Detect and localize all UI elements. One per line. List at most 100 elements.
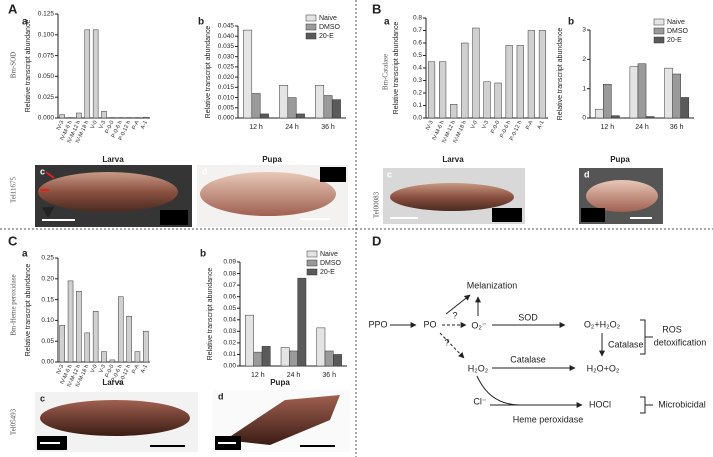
panel-label: D — [372, 233, 381, 248]
bar — [279, 85, 289, 119]
bar — [259, 113, 269, 119]
bar — [295, 113, 305, 119]
x-tick-label: 24 h — [285, 124, 299, 131]
y-axis-label: Relative transcript abundance — [557, 28, 564, 121]
bar — [323, 95, 333, 119]
node: H₂O+O₂ — [587, 363, 620, 373]
bar — [472, 27, 480, 119]
node: H₂O₂ — [468, 363, 489, 373]
photo-label: c — [387, 169, 392, 179]
y-tick-label: 0.000 — [38, 115, 55, 122]
panel-label: A — [8, 1, 18, 16]
bar — [287, 97, 297, 119]
node: ? — [444, 337, 449, 347]
bar — [134, 351, 141, 363]
y-tick-label: 0.05 — [41, 338, 54, 345]
line-id: Tel00083 — [373, 191, 381, 218]
y-tick-label: 0.05 — [223, 305, 236, 312]
node: O₂⁻ — [471, 320, 486, 330]
bar — [143, 116, 149, 119]
x-tick-label: P-A — [525, 120, 534, 131]
bar — [126, 315, 132, 363]
photo — [35, 165, 192, 227]
bar — [251, 93, 261, 119]
photo — [35, 392, 198, 452]
x-tick-label: A-1 — [140, 120, 149, 130]
bar — [92, 310, 99, 363]
y-axis-label: Relative transcript abundance — [25, 20, 32, 113]
legend-swatch — [306, 250, 318, 258]
y-tick-label: 0.030 — [218, 53, 235, 60]
bar — [324, 350, 334, 367]
bar — [494, 82, 502, 119]
photo — [579, 168, 663, 224]
x-tick-label: IV-3 — [56, 364, 66, 375]
y-tick-label: 0.2 — [413, 90, 422, 97]
y-tick-label: 0.06 — [223, 293, 236, 300]
sub-label: b — [200, 249, 206, 260]
x-tick-label: V-3 — [98, 364, 107, 374]
function: detoxification — [654, 337, 707, 347]
legend-label: Naive — [319, 15, 337, 22]
photo-label: d — [584, 169, 590, 179]
diagram-arrows — [390, 294, 653, 414]
y-tick-label: 0.020 — [218, 74, 235, 81]
line-id: Tel11675 — [10, 176, 18, 203]
legend-label: 20-E — [320, 269, 335, 276]
legend-label: 20-E — [667, 37, 682, 44]
bar — [261, 346, 271, 367]
y-tick-label: 0.100 — [38, 32, 55, 39]
x-tick-label: V-3 — [98, 120, 107, 130]
y-tick-label: 0.045 — [218, 23, 235, 30]
y-tick-label: 0.20 — [41, 276, 54, 283]
sub-label: a — [22, 17, 28, 28]
photo-label: d — [202, 166, 208, 176]
bar — [611, 115, 620, 119]
panel-label: C — [8, 233, 18, 248]
y-tick-label: 0.10 — [41, 317, 54, 324]
line-id: Tel05493 — [10, 408, 18, 435]
y-tick-label: 0.15 — [41, 296, 54, 303]
y-tick-label: 0.02 — [223, 340, 236, 347]
bar — [76, 112, 82, 119]
bar — [101, 351, 107, 363]
x-tick-label: A-1 — [537, 120, 546, 130]
bar — [84, 29, 91, 119]
bar — [450, 104, 458, 119]
x-tick-label: 12 h — [251, 372, 265, 379]
legend-label: DMSO — [320, 260, 342, 267]
y-axis-label: Relative transcript abundance — [207, 268, 214, 361]
photo-caption: Larva — [102, 155, 124, 164]
bar — [594, 108, 604, 119]
photo — [213, 390, 350, 452]
x-tick-label: P-0-0 — [490, 120, 501, 135]
y-tick-label: 0.050 — [38, 73, 55, 80]
photo-caption: Pupa — [270, 378, 290, 387]
bar — [603, 84, 612, 119]
bar — [297, 277, 307, 367]
y-tick-label: 0.00 — [223, 363, 236, 370]
sub-label: a — [384, 17, 390, 28]
x-tick-label: 36 h — [322, 372, 336, 379]
bar — [461, 42, 469, 119]
x-tick-label: P-0-0 — [104, 364, 115, 379]
y-tick-label: 0.7 — [413, 27, 422, 34]
y-axis-label: Relative transcript abundance — [205, 26, 212, 119]
bar — [315, 85, 325, 119]
x-tick-label: 12 h — [601, 124, 615, 131]
bar — [680, 97, 690, 119]
x-tick-label: P-A — [131, 120, 140, 131]
photo-label: c — [40, 166, 45, 176]
legend-label: Naive — [667, 19, 685, 26]
y-axis-label: Relative transcript abundance — [25, 264, 32, 357]
y-tick-label: 2 — [582, 56, 586, 63]
bar — [316, 327, 326, 367]
bar — [117, 296, 124, 363]
y-tick-label: 0 — [582, 115, 586, 122]
legend-swatch — [305, 14, 317, 22]
y-tick-label: 0.00 — [41, 359, 54, 366]
node: Melanization — [467, 280, 518, 290]
bar — [538, 30, 547, 119]
legend-swatch — [306, 268, 318, 276]
